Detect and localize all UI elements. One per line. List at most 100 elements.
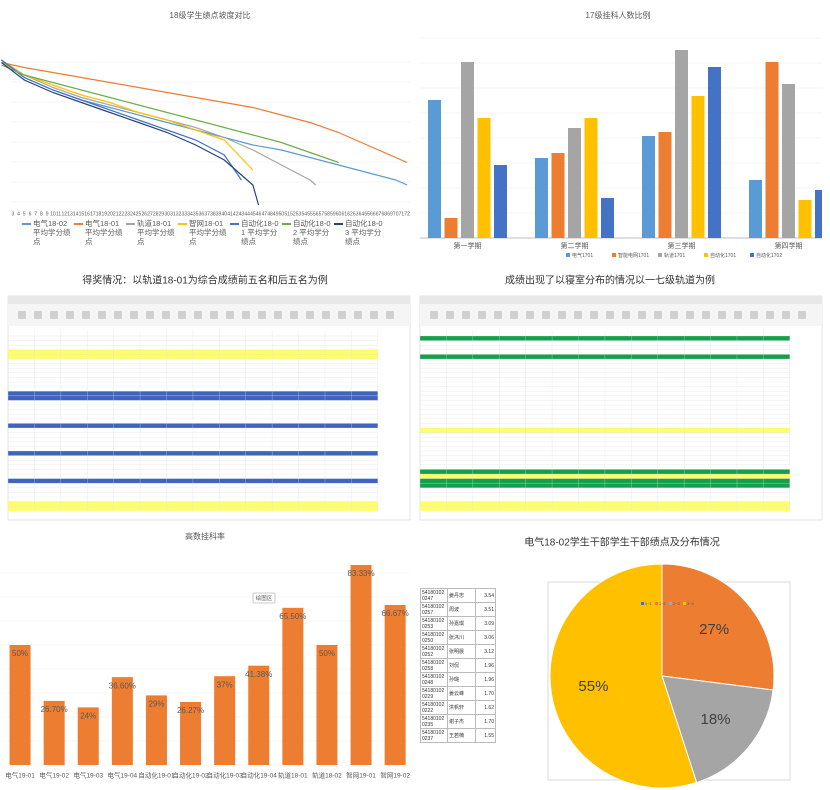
- x-tick-label: 电气19-04: [108, 771, 138, 780]
- bar: [214, 676, 236, 765]
- table-cell: 3.06: [475, 630, 496, 645]
- x-tick-label: 45: [250, 211, 256, 217]
- x-tick-label: 33: [182, 211, 188, 217]
- legend-swatch: [282, 223, 291, 225]
- sheet-tool: [638, 311, 646, 319]
- sheet-tool: [430, 311, 438, 319]
- bar: [765, 62, 779, 238]
- x-tick-label: 21: [113, 211, 119, 217]
- legend-label: 自动化18-01 平均学分绩点: [241, 219, 279, 246]
- sheet-tool: [258, 311, 266, 319]
- sheet-tool: [494, 311, 502, 319]
- sheet-tool: [702, 311, 710, 319]
- table-cell: 1.70: [475, 686, 496, 701]
- bar: [494, 165, 507, 238]
- caption: 得奖情况：以轨道18-01为综合成绩前五名和后五名为例: [82, 274, 328, 287]
- x-tick-label: 16: [84, 211, 90, 217]
- x-tick-label: 38: [210, 211, 216, 217]
- pie-panel: 平均绩点27%18%55%0~11~22~33~4: [547, 563, 791, 789]
- x-tick-label: 39: [216, 211, 222, 217]
- chart-title: 17级挂科人数比例: [586, 10, 651, 20]
- x-tick-label: 智网19-01: [346, 771, 376, 780]
- x-tick-label: 47: [262, 211, 268, 217]
- legend-label: 电气1701: [572, 252, 593, 259]
- sheet-tool: [178, 311, 186, 319]
- legend-item: 自动化18-01 平均学分绩点: [230, 219, 282, 260]
- sheet-tool: [446, 311, 454, 319]
- legend-label: 自动化1701: [710, 252, 736, 259]
- bar: [248, 665, 270, 765]
- table-row: 541801020229 姜云峰 1.70: [420, 686, 496, 701]
- sheet-tabbar: [420, 296, 822, 304]
- x-tick-label: 64: [359, 211, 365, 217]
- legend-label: 自动化18-03 平均学分绩点: [345, 219, 383, 246]
- x-tick-label: 58: [324, 211, 330, 217]
- legend-swatch: [566, 253, 570, 257]
- sheet-tool: [750, 311, 758, 319]
- x-tick-label: 32: [176, 211, 182, 217]
- x-tick-label: 第三学期: [668, 241, 696, 250]
- sheet-tool: [50, 311, 58, 319]
- value-label: 66.67%: [382, 609, 409, 618]
- line-series: [1, 62, 260, 206]
- sheet-tool: [670, 311, 678, 319]
- legend-label: 自动化1702: [756, 252, 782, 259]
- bar: [282, 607, 304, 765]
- line-series: [1, 59, 317, 186]
- sheet-tool: [66, 311, 74, 319]
- x-tick-label: 5: [23, 211, 26, 217]
- bar: [568, 128, 581, 238]
- legend-swatch: [750, 253, 754, 257]
- sheet-tool: [798, 311, 806, 319]
- table-row: 541801020247 姜丹忠 3.54: [420, 588, 496, 603]
- legend-label: 0~1: [645, 601, 653, 606]
- value-label: 41.38%: [245, 670, 272, 679]
- legend-label: 智网18-01 平均学分绩点: [189, 219, 227, 246]
- sheet-tool: [782, 311, 790, 319]
- table-cell: 姜丹忠: [446, 588, 477, 603]
- value-label: 55%: [578, 678, 608, 695]
- sheet-tool: [654, 311, 662, 319]
- x-tick-label: 第四学期: [775, 241, 803, 250]
- legend-label: 自动化18-02 平均学分绩点: [293, 219, 331, 246]
- sheet-tool: [34, 311, 42, 319]
- x-tick-label: 27: [147, 211, 153, 217]
- x-tick-label: 72: [404, 211, 410, 217]
- x-tick-label: 第二学期: [561, 241, 589, 250]
- line-series: [1, 59, 242, 181]
- x-tick-label: 57: [319, 211, 325, 217]
- sheet-tool: [146, 311, 154, 319]
- x-tick-label: 69: [387, 211, 393, 217]
- table-cell: 1.70: [475, 714, 496, 729]
- x-tick-label: 12: [62, 211, 68, 217]
- x-tick-label: 49: [273, 211, 279, 217]
- table-cell: 541801020222: [420, 700, 448, 715]
- legend-item: 智网18-01 平均学分绩点: [178, 219, 230, 260]
- table-row: 541801020253 孙嘉琪 3.09: [420, 616, 496, 631]
- table-cell: 姜云峰: [446, 686, 477, 701]
- table-cell: 1.62: [475, 700, 496, 715]
- table-cell: 谢子杰: [446, 714, 477, 729]
- table-cell: 1.96: [475, 658, 496, 673]
- sheet-tool: [766, 311, 774, 319]
- sheet-tool: [558, 311, 566, 319]
- sheet-tool: [194, 311, 202, 319]
- tooltip-text: 绘图区: [256, 594, 273, 602]
- sheet-tool: [354, 311, 362, 319]
- value-label: 24%: [80, 712, 96, 721]
- x-tick-label: 6: [29, 211, 32, 217]
- sheet-tool: [510, 311, 518, 319]
- x-tick-label: 8: [40, 211, 43, 217]
- value-label: 65.50%: [279, 612, 306, 621]
- x-tick-label: 轨道18-01: [278, 771, 308, 780]
- bar: [535, 158, 548, 238]
- table-row: 541801020248 孙璐 1.96: [420, 672, 496, 687]
- value-label: 29%: [148, 700, 164, 709]
- x-tick-label: 35: [193, 211, 199, 217]
- x-tick-label: 54: [302, 211, 308, 217]
- table-row: 541801020257 周波 3.51: [420, 602, 496, 617]
- x-tick-label: 13: [67, 211, 73, 217]
- x-tick-label: 40: [222, 211, 228, 217]
- table-row: 541801020222 洪帆轩 1.62: [420, 700, 496, 715]
